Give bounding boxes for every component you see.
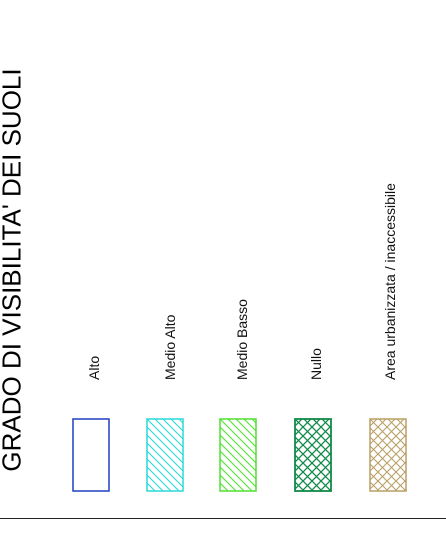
legend-title: GRADO DI VISIBILITA' DEI SUOLI [0,68,27,472]
legend-swatch-medio-basso [219,418,257,492]
legend-swatch-medio-alto [146,418,184,492]
legend-label-alto: Alto [86,355,102,380]
legend-swatch-alto [72,418,110,492]
legend-label-medio-basso: Medio Basso [234,299,250,380]
legend-swatch-nullo [294,418,332,492]
legend-label-medio-alto: Medio Alto [162,314,178,380]
legend-label-area-urbanizzata: Area urbanizzata / inaccessibile [382,183,398,380]
legend-label-nullo: Nullo [308,348,324,380]
legend-swatch-area-urbanizzata [369,418,407,492]
bottom-rule [0,518,446,519]
